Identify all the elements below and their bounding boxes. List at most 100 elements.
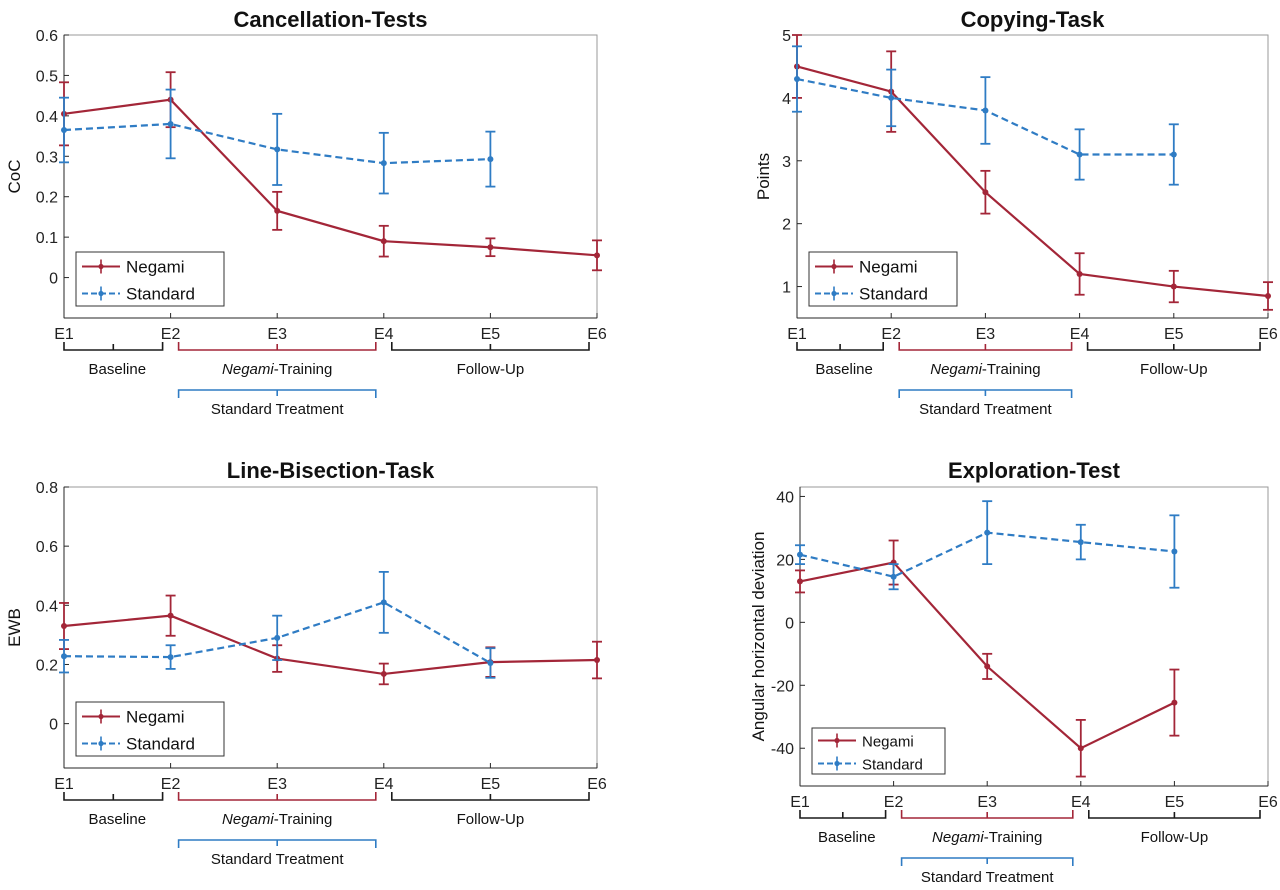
legend-entry-label: Negami xyxy=(126,708,185,727)
x-tick-label: E5 xyxy=(481,326,501,343)
data-point xyxy=(797,551,803,558)
training-label-italic: Negami xyxy=(222,811,274,828)
training-label-rest: -Training xyxy=(982,361,1041,378)
x-tick-label: E2 xyxy=(884,794,904,811)
legend-entry-label: Negami xyxy=(859,258,918,277)
data-point xyxy=(984,663,991,670)
data-point xyxy=(167,120,174,127)
series-line xyxy=(796,65,1269,298)
x-tick-label: E4 xyxy=(1071,794,1091,811)
standard-label: Standard Treatment xyxy=(921,869,1054,885)
series-line xyxy=(63,614,598,676)
series-line xyxy=(63,98,598,257)
chart-panel-4: Exploration-Test Angular horizontal devia… xyxy=(749,458,1278,886)
x-tick-label: E6 xyxy=(587,326,607,343)
followup-label: Follow-Up xyxy=(1140,361,1208,378)
legend-entry-label: Standard xyxy=(126,735,195,754)
legend-swatch-marker xyxy=(98,740,104,747)
data-point xyxy=(794,76,800,83)
legend-entry-label: Negami xyxy=(126,258,185,277)
legend-swatch-marker xyxy=(98,263,104,270)
x-tick-label: E6 xyxy=(587,776,607,793)
training-label: Negami-Training xyxy=(932,829,1042,846)
training-label: Negami-Training xyxy=(222,811,332,828)
y-tick-label: 0.8 xyxy=(36,480,58,497)
x-tick-label: E2 xyxy=(161,776,181,793)
y-tick-label: 0.2 xyxy=(36,190,58,207)
standard-bracket xyxy=(900,857,1074,866)
legend-entry-label: Standard xyxy=(126,285,195,304)
data-point xyxy=(1076,270,1083,277)
baseline-bracket xyxy=(796,342,884,351)
series-negami xyxy=(795,539,1180,778)
y-tick-label: 0 xyxy=(49,717,58,734)
data-point xyxy=(797,578,803,585)
y-axis-label: Angular horizontal deviation xyxy=(749,532,768,742)
legend: Negami Standard xyxy=(811,727,946,775)
training-bracket xyxy=(900,810,1074,819)
chart-panel-1: Cancellation-Tests CoC 0 0.1 0.2 0.3 0.4 0.5 0.6… xyxy=(5,7,607,418)
data-point xyxy=(380,238,387,245)
data-point xyxy=(61,653,67,660)
y-axis-label: Points xyxy=(754,153,773,200)
y-tick-label: 20 xyxy=(776,552,794,569)
chart-title: Cancellation-Tests xyxy=(234,7,428,32)
training-bracket xyxy=(177,342,377,351)
baseline-label: Baseline xyxy=(818,829,876,846)
data-point xyxy=(380,670,387,677)
baseline-bracket xyxy=(63,792,164,801)
x-tick-label: E4 xyxy=(1070,326,1090,343)
training-label-italic: Negami xyxy=(932,829,984,846)
y-tick-label: 5 xyxy=(782,28,791,45)
chart-title: Exploration-Test xyxy=(948,458,1121,483)
legend: Negami Standard xyxy=(808,251,958,307)
y-tick-label: 1 xyxy=(782,280,791,297)
x-tick-label: E5 xyxy=(1165,794,1185,811)
x-tick-label: E3 xyxy=(267,776,287,793)
followup-label: Follow-Up xyxy=(457,361,525,378)
y-axis-label: CoC xyxy=(5,159,24,193)
data-point xyxy=(888,94,895,101)
chart-panel-3: Line-Bisection-Task EWB 0 0.2 0.4 0.6 0.8 E1 E2 E… xyxy=(5,458,607,868)
data-point xyxy=(1076,151,1083,158)
data-point xyxy=(274,207,281,214)
standard-label: Standard Treatment xyxy=(211,401,344,418)
x-tick-label: E3 xyxy=(976,326,996,343)
chart-panel-2: Copying-Task Points 1 2 3 4 5 E1 E2 E3 E4 E5 E6 Negam… xyxy=(754,7,1278,418)
data-point xyxy=(487,156,494,163)
chart-title: Line-Bisection-Task xyxy=(227,458,435,483)
legend: Negami Standard xyxy=(75,251,225,307)
data-point xyxy=(1077,745,1084,752)
standard-bracket xyxy=(177,839,377,848)
y-tick-label: 0.2 xyxy=(36,657,58,674)
data-point xyxy=(1265,292,1271,299)
baseline-bracket xyxy=(63,342,164,351)
y-tick-label: 40 xyxy=(776,489,794,506)
followup-bracket xyxy=(1088,810,1261,819)
legend: Negami Standard xyxy=(75,701,225,757)
y-tick-label: 0.6 xyxy=(36,539,58,556)
x-tick-label: E1 xyxy=(787,326,807,343)
data-point xyxy=(594,657,600,664)
data-point xyxy=(167,654,174,661)
x-tick-label: E2 xyxy=(161,326,181,343)
data-point xyxy=(982,107,989,114)
baseline-bracket xyxy=(799,810,887,819)
training-label: Negami-Training xyxy=(930,361,1040,378)
y-tick-label: 4 xyxy=(782,91,791,108)
x-tick-label: E1 xyxy=(790,794,810,811)
phase-annotations: Baseline Negami-Training Follow-Up Standard… xyxy=(63,342,590,418)
followup-bracket xyxy=(391,792,590,801)
legend-swatch-marker xyxy=(834,760,840,767)
standard-bracket xyxy=(898,389,1073,398)
baseline-label: Baseline xyxy=(89,811,147,828)
data-point xyxy=(380,599,387,606)
training-label-rest: -Training xyxy=(274,811,333,828)
data-point xyxy=(61,623,67,630)
data-point xyxy=(1077,539,1084,546)
series-standard xyxy=(792,45,1179,186)
data-point xyxy=(167,612,174,619)
x-tick-label: E5 xyxy=(1164,326,1184,343)
y-tick-label: 0.5 xyxy=(36,68,58,85)
y-tick-label: 0 xyxy=(785,615,794,632)
